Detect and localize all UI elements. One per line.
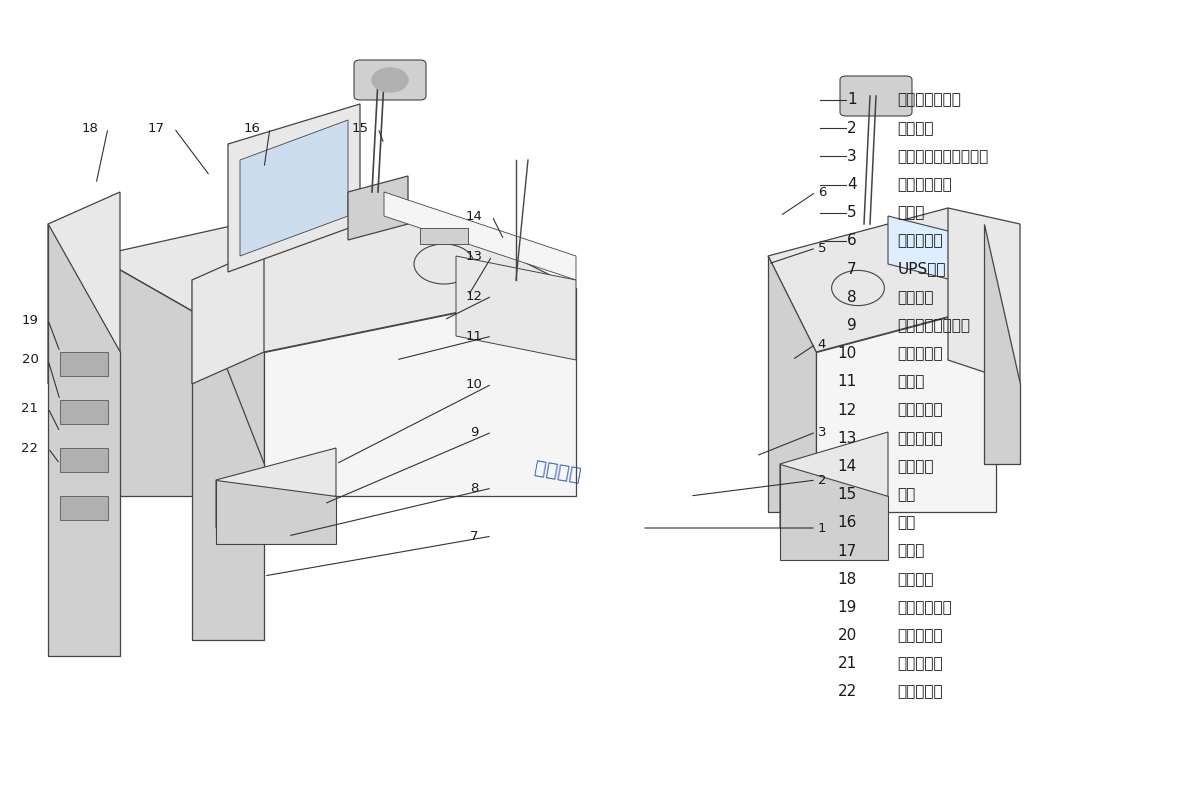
- Text: 20: 20: [22, 354, 38, 366]
- Text: 侦拍仪: 侦拍仪: [898, 374, 925, 390]
- Circle shape: [372, 68, 408, 92]
- Text: 15: 15: [352, 122, 368, 134]
- Text: 麦克风: 麦克风: [898, 543, 925, 558]
- Text: 12: 12: [838, 402, 857, 418]
- Polygon shape: [60, 400, 108, 424]
- Text: 10: 10: [838, 346, 857, 362]
- Text: 报警器按钮: 报警器按钮: [898, 402, 943, 418]
- Text: 16: 16: [244, 122, 260, 134]
- Text: 1: 1: [847, 93, 857, 107]
- FancyBboxPatch shape: [840, 76, 912, 116]
- Text: 7: 7: [847, 262, 857, 277]
- Text: 20: 20: [838, 628, 857, 643]
- Polygon shape: [216, 480, 336, 544]
- Text: 13: 13: [466, 250, 482, 262]
- Text: 6: 6: [818, 186, 826, 198]
- Text: 4: 4: [818, 338, 826, 350]
- Text: 12: 12: [466, 290, 482, 302]
- Text: 拍照模组: 拍照模组: [898, 459, 934, 474]
- Polygon shape: [96, 256, 264, 496]
- Text: 22: 22: [838, 685, 857, 699]
- Text: 17: 17: [838, 543, 857, 558]
- Polygon shape: [888, 216, 984, 288]
- Polygon shape: [192, 248, 264, 384]
- Text: 9: 9: [470, 426, 478, 438]
- Text: 4: 4: [847, 177, 857, 192]
- Polygon shape: [264, 288, 576, 496]
- Polygon shape: [240, 120, 348, 256]
- Text: 工控电源: 工控电源: [898, 290, 934, 305]
- Text: 启动开关: 启动开关: [898, 572, 934, 586]
- Text: 22: 22: [22, 442, 38, 454]
- Text: 8: 8: [470, 482, 478, 494]
- Text: 键盘: 键盘: [898, 515, 916, 530]
- Text: 3: 3: [847, 149, 857, 164]
- Text: UPS模块: UPS模块: [898, 262, 946, 277]
- Polygon shape: [456, 256, 576, 360]
- Polygon shape: [96, 192, 576, 352]
- Polygon shape: [984, 224, 1020, 464]
- Text: 21: 21: [838, 656, 857, 671]
- Text: 足迹控制盒: 足迹控制盒: [898, 430, 943, 446]
- Text: 三色警灯: 三色警灯: [898, 121, 934, 136]
- Text: 15: 15: [838, 487, 857, 502]
- Text: 百纳金码: 百纳金码: [533, 458, 583, 486]
- Polygon shape: [348, 176, 408, 240]
- FancyBboxPatch shape: [354, 60, 426, 100]
- Text: 条码扫描仪: 条码扫描仪: [898, 628, 943, 643]
- Text: 显示器: 显示器: [898, 206, 925, 220]
- Text: 工控主机复位按钮: 工控主机复位按钮: [898, 318, 971, 333]
- Polygon shape: [816, 304, 996, 512]
- Polygon shape: [48, 192, 120, 384]
- Text: 6: 6: [847, 234, 857, 249]
- Text: 2: 2: [847, 121, 857, 136]
- Text: 11: 11: [838, 374, 857, 390]
- Text: 数显干燥箱: 数显干燥箱: [898, 685, 943, 699]
- Text: 11: 11: [466, 330, 482, 342]
- Text: 14: 14: [466, 210, 482, 222]
- Polygon shape: [780, 464, 888, 560]
- Text: 21: 21: [22, 402, 38, 414]
- Polygon shape: [60, 448, 108, 472]
- Polygon shape: [768, 208, 996, 352]
- Text: 17: 17: [148, 122, 164, 134]
- Text: 1: 1: [817, 522, 827, 534]
- Polygon shape: [948, 208, 1020, 384]
- Polygon shape: [780, 432, 888, 528]
- Polygon shape: [60, 496, 108, 520]
- Polygon shape: [60, 352, 108, 376]
- Polygon shape: [48, 224, 120, 656]
- Text: 3: 3: [817, 426, 827, 438]
- Text: 10: 10: [466, 378, 482, 390]
- Text: 足迹采集仪模块: 足迹采集仪模块: [898, 93, 961, 107]
- Text: 掌指纹仪模块: 掌指纹仪模块: [898, 177, 953, 192]
- Text: 7: 7: [469, 530, 479, 542]
- Text: 鼠标: 鼠标: [898, 487, 916, 502]
- Polygon shape: [228, 104, 360, 272]
- Text: 18: 18: [838, 572, 857, 586]
- Text: 文档打印机: 文档打印机: [898, 656, 943, 671]
- Text: 8: 8: [847, 290, 857, 305]
- Polygon shape: [192, 280, 264, 640]
- Text: 5: 5: [847, 206, 857, 220]
- Polygon shape: [384, 192, 576, 280]
- Text: 14: 14: [838, 459, 857, 474]
- Text: 19: 19: [22, 314, 38, 326]
- Text: 2: 2: [817, 474, 827, 486]
- Text: 条码打印机: 条码打印机: [898, 346, 943, 362]
- Polygon shape: [768, 256, 816, 512]
- Text: 工作台木板: 工作台木板: [898, 234, 943, 249]
- Text: 16: 16: [838, 515, 857, 530]
- Text: 13: 13: [838, 430, 857, 446]
- Text: 19: 19: [838, 600, 857, 615]
- Polygon shape: [216, 448, 336, 528]
- Text: 工控主机（此方位内）: 工控主机（此方位内）: [898, 149, 989, 164]
- Text: 18: 18: [82, 122, 98, 134]
- Text: 9: 9: [847, 318, 857, 333]
- Bar: [420, 228, 468, 244]
- Text: 5: 5: [817, 242, 827, 254]
- Text: 多功能读卡器: 多功能读卡器: [898, 600, 953, 615]
